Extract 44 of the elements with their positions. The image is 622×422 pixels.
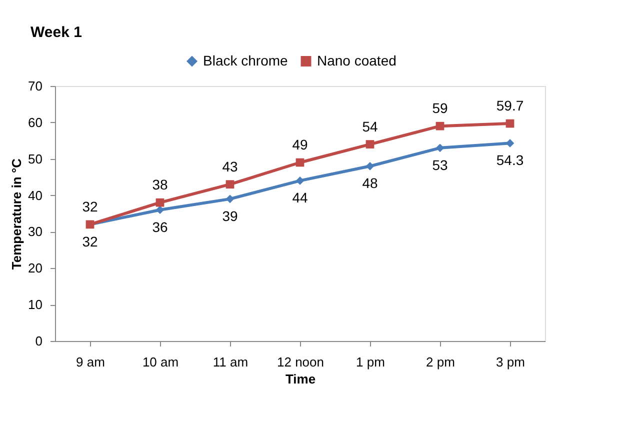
y-tick-label: 70	[28, 78, 42, 94]
y-tick-label: 30	[28, 224, 42, 240]
y-tick-label: 20	[28, 260, 42, 276]
point	[226, 194, 234, 204]
data-label: 36	[152, 218, 168, 235]
y-axis-title: Temperature in °C	[9, 158, 24, 270]
chart-title: Week 1	[30, 24, 82, 41]
point	[226, 180, 234, 189]
point	[156, 206, 164, 214]
point	[436, 122, 444, 130]
x-axis-title: Time	[285, 372, 316, 386]
y-tick-label: 0	[35, 334, 42, 348]
data-label: 44	[292, 190, 308, 206]
y-tick-label: 40	[28, 188, 42, 203]
point	[366, 162, 374, 170]
data-label: 38	[152, 176, 168, 193]
data-label: 53	[432, 156, 448, 173]
x-tick-label: 3 pm	[496, 354, 525, 370]
x-tick-label: 2 pm	[426, 354, 455, 370]
data-label: 49	[292, 136, 308, 152]
y-tick-label: 60	[28, 114, 42, 130]
y-tick-label: 50	[28, 151, 42, 166]
point	[296, 176, 304, 185]
x-tick-label: 9 am	[76, 354, 105, 370]
legend-label: Nano coated	[317, 52, 396, 68]
data-label: 32	[82, 233, 98, 250]
point	[506, 119, 514, 128]
x-tick-label: 12 noon	[277, 354, 324, 370]
x-tick-label: 10 am	[142, 354, 179, 370]
point	[296, 158, 304, 167]
data-label: 32	[82, 198, 98, 214]
data-label: 48	[362, 175, 378, 192]
data-label: 39	[222, 208, 238, 224]
data-label: 43	[222, 158, 238, 174]
legend-label: Black chrome	[203, 52, 288, 68]
data-label: 59.7	[496, 98, 524, 114]
point	[366, 140, 374, 148]
data-label: 59	[432, 100, 448, 116]
point	[156, 198, 164, 207]
y-tick-label: 10	[28, 297, 42, 312]
data-label: 54	[362, 118, 378, 134]
x-tick-label: 1 pm	[356, 354, 385, 370]
data-label: 54.3	[496, 152, 524, 168]
x-tick-label: 11 am	[212, 354, 248, 370]
